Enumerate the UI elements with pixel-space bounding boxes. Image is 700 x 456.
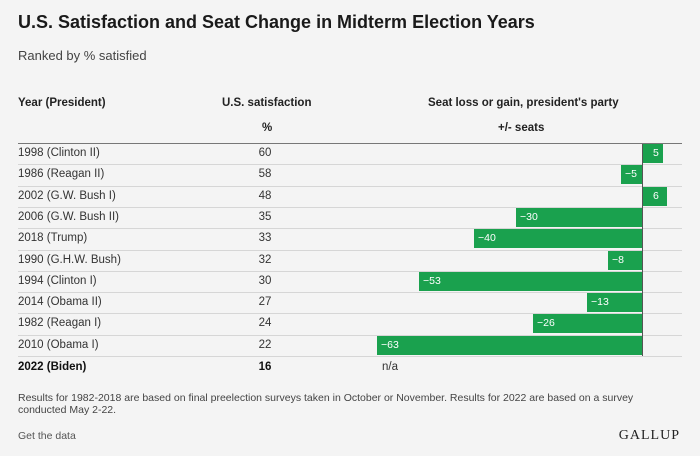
seat-change-bar bbox=[608, 251, 642, 270]
seats-unit-label: +/- seats bbox=[498, 122, 545, 134]
seat-change-bar bbox=[642, 144, 663, 163]
row-divider bbox=[18, 207, 682, 208]
bar-data-label: 5 bbox=[653, 147, 659, 159]
seat-change-bar bbox=[516, 208, 642, 227]
header-divider bbox=[18, 143, 682, 144]
seat-change-bar bbox=[474, 229, 642, 248]
chart-title: U.S. Satisfaction and Seat Change in Mid… bbox=[18, 12, 535, 32]
seat-change-bar bbox=[533, 314, 642, 333]
satisfaction-column-header: U.S. satisfaction bbox=[222, 97, 312, 109]
satisfaction-value: 22 bbox=[258, 339, 272, 351]
zero-axis-line bbox=[642, 144, 643, 356]
category-label: 2014 (Obama II) bbox=[18, 296, 102, 308]
bar-data-label: −53 bbox=[423, 275, 441, 287]
row-divider bbox=[18, 186, 682, 187]
bar-data-label: −26 bbox=[537, 317, 555, 329]
seat-change-bar bbox=[377, 336, 642, 355]
year-column-header: Year (President) bbox=[18, 97, 106, 109]
bar-data-label: −40 bbox=[478, 232, 496, 244]
footnote: Results for 1982-2018 are based on final… bbox=[18, 392, 634, 416]
get-data-link[interactable]: Get the data bbox=[18, 430, 76, 442]
satisfaction-value: 24 bbox=[258, 317, 272, 329]
category-label: 1986 (Reagan II) bbox=[18, 168, 105, 180]
category-label: 1998 (Clinton II) bbox=[18, 147, 100, 159]
row-divider bbox=[18, 228, 682, 229]
category-label: 2010 (Obama I) bbox=[18, 339, 99, 351]
row-divider bbox=[18, 335, 682, 336]
bar-data-label: −13 bbox=[591, 296, 609, 308]
satisfaction-value: 30 bbox=[258, 275, 272, 287]
category-label: 1994 (Clinton I) bbox=[18, 275, 97, 287]
category-label: 1990 (G.H.W. Bush) bbox=[18, 254, 121, 266]
satisfaction-value: 48 bbox=[258, 190, 272, 202]
satisfaction-value: 16 bbox=[258, 361, 272, 373]
row-divider bbox=[18, 271, 682, 272]
category-label: 2006 (G.W. Bush II) bbox=[18, 211, 119, 223]
bar-data-label: −5 bbox=[625, 168, 637, 180]
bar-data-label: −63 bbox=[381, 339, 399, 351]
seat-change-bar bbox=[621, 165, 642, 184]
seats-column-header: Seat loss or gain, president's party bbox=[428, 97, 619, 109]
row-divider bbox=[18, 250, 682, 251]
seat-change-bar bbox=[419, 272, 642, 291]
row-divider bbox=[18, 164, 682, 165]
satisfaction-value: 35 bbox=[258, 211, 272, 223]
satisfaction-value: 58 bbox=[258, 168, 272, 180]
satisfaction-value: 27 bbox=[258, 296, 272, 308]
gallup-logo: GALLUP bbox=[618, 428, 680, 443]
satisfaction-value: 60 bbox=[258, 147, 272, 159]
category-label: 2002 (G.W. Bush I) bbox=[18, 190, 116, 202]
satisfaction-unit-label: % bbox=[262, 122, 273, 134]
seat-change-bar bbox=[587, 293, 642, 312]
satisfaction-value: 33 bbox=[258, 232, 272, 244]
seat-change-bar bbox=[642, 187, 667, 206]
row-divider bbox=[18, 313, 682, 314]
satisfaction-value: 32 bbox=[258, 254, 272, 266]
category-label: 1982 (Reagan I) bbox=[18, 317, 102, 329]
seat-change-na-label: n/a bbox=[382, 361, 398, 373]
bar-data-label: −8 bbox=[612, 254, 624, 266]
bar-data-label: −30 bbox=[520, 211, 538, 223]
category-label: 2018 (Trump) bbox=[18, 232, 88, 244]
row-divider bbox=[18, 356, 682, 357]
category-label: 2022 (Biden) bbox=[18, 361, 87, 373]
row-divider bbox=[18, 292, 682, 293]
chart-subtitle: Ranked by % satisfied bbox=[18, 48, 147, 63]
bar-data-label: 6 bbox=[653, 190, 659, 202]
